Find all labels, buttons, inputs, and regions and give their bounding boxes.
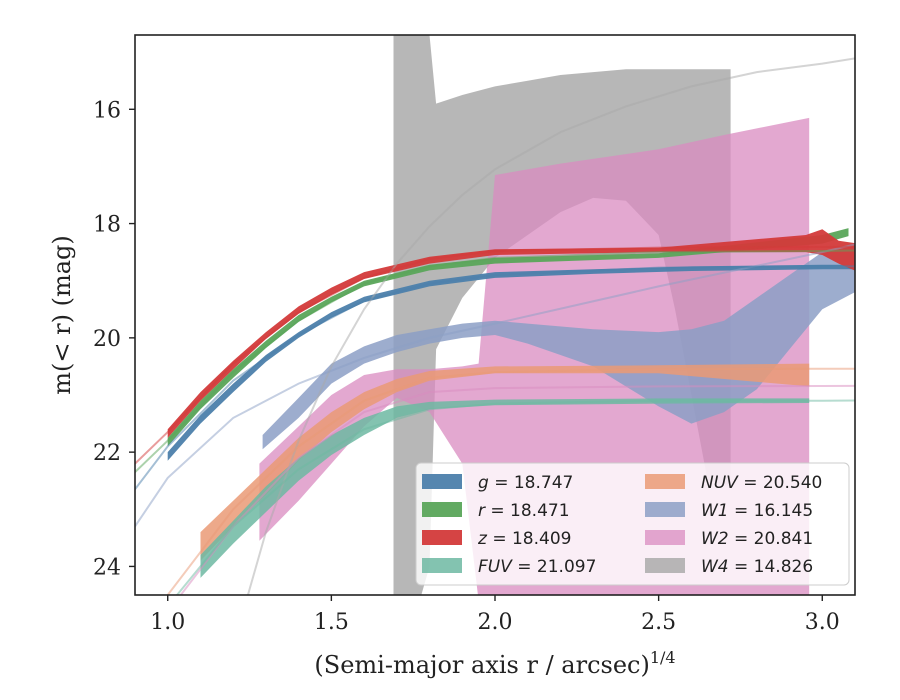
fit-line-w1 xyxy=(135,243,855,527)
fits-layer xyxy=(135,57,855,595)
fit-line-g xyxy=(135,265,855,490)
y-tick-label: 18 xyxy=(93,213,121,238)
fit-line-fuv xyxy=(175,399,855,595)
legend-swatch-r xyxy=(422,502,462,517)
legend-label-z: z = 18.409 xyxy=(477,529,571,549)
legend-swatch-z xyxy=(422,530,462,545)
x-tick-label: 3.0 xyxy=(805,610,840,635)
x-tick-label: 1.5 xyxy=(314,610,349,635)
legend: g = 18.747 r = 18.471 z = 18.409 FUV = 21.0… xyxy=(415,462,850,586)
x-axis-label-main: (Semi-major axis r / arcsec) xyxy=(314,651,649,679)
x-axis-label: (Semi-major axis r / arcsec)1/4 xyxy=(314,648,675,679)
legend-swatch-g xyxy=(422,474,462,489)
y-axis: 16 18 20 22 24 xyxy=(93,98,135,580)
band-nuv xyxy=(200,363,810,561)
legend-swatch-nuv xyxy=(645,474,685,489)
legend-swatch-w4 xyxy=(645,558,685,573)
x-axis: 1.0 1.5 2.0 2.5 3.0 xyxy=(150,595,840,635)
x-tick-label: 2.0 xyxy=(478,610,513,635)
y-tick-label: 24 xyxy=(93,555,121,580)
x-tick-label: 1.0 xyxy=(150,610,185,635)
y-tick-label: 22 xyxy=(93,441,121,466)
x-tick-label: 2.5 xyxy=(641,610,676,635)
legend-label-w1: W1 = 16.145 xyxy=(701,501,813,521)
legend-swatch-fuv xyxy=(422,558,462,573)
legend-swatch-w2 xyxy=(645,530,685,545)
fit-line-nuv xyxy=(166,367,855,595)
y-axis-label: m(< r) (mag) xyxy=(48,235,76,394)
legend-label-fuv: FUV = 21.097 xyxy=(478,557,596,577)
fit-line-r xyxy=(135,249,855,473)
legend-label-w2: W2 = 20.841 xyxy=(701,529,813,549)
x-axis-label-exponent: 1/4 xyxy=(650,648,676,667)
legend-label-g: g = 18.747 xyxy=(478,473,573,493)
legend-label-w4: W4 = 14.826 xyxy=(701,557,813,577)
fit-line-z xyxy=(135,245,855,465)
legend-box xyxy=(415,462,850,586)
legend-swatch-w1 xyxy=(645,502,685,517)
band-z xyxy=(167,229,855,438)
legend-label-r: r = 18.471 xyxy=(478,501,570,521)
legend-label-nuv: NUV = 20.540 xyxy=(701,473,822,493)
fit-line-w2 xyxy=(179,384,855,595)
fit-line-w4 xyxy=(246,57,855,595)
plot-area xyxy=(135,35,855,595)
y-tick-label: 20 xyxy=(93,327,121,352)
y-tick-label: 16 xyxy=(93,98,121,123)
